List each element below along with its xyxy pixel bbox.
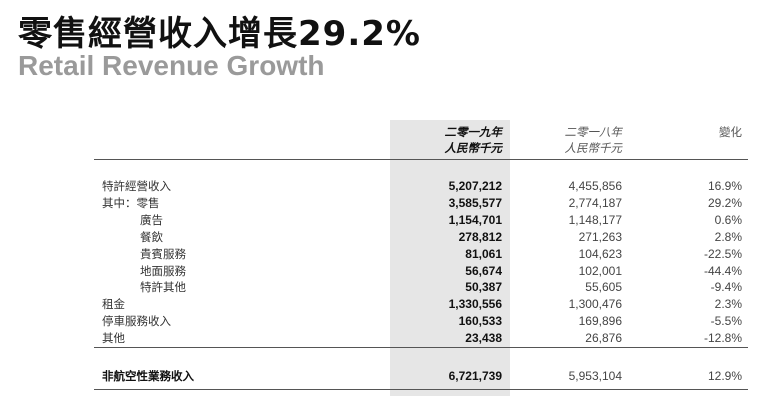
- row-label: 租金: [102, 297, 125, 312]
- value-2019: 56,674: [465, 263, 502, 278]
- value-change: -44.4%: [703, 263, 742, 278]
- header-2019-unit: 人民幣千元: [444, 141, 503, 155]
- table-row: 地面服務 56,674 102,001 -44.4%: [0, 263, 775, 279]
- total-rule: [94, 389, 748, 390]
- row-label: 其中：零售: [102, 195, 160, 210]
- table-row: 停車服務收入 160,533 169,896 -5.5%: [0, 313, 775, 329]
- table-row: 特許其他 50,387 55,605 -9.4%: [0, 279, 775, 295]
- row-label: 餐飲: [140, 229, 163, 244]
- row-label: 貴賓服務: [140, 246, 186, 261]
- value-change: 29.2%: [707, 195, 742, 210]
- table-row: 特許經營收入 5,207,212 4,455,856 16.9%: [0, 178, 775, 194]
- table-row: 貴賓服務 81,061 104,623 -22.5%: [0, 246, 775, 262]
- row-label: 地面服務: [140, 263, 186, 278]
- value-2019: 23,438: [465, 331, 502, 346]
- value-2018: 55,605: [585, 280, 622, 295]
- value-2018: 5,953,104: [568, 369, 622, 383]
- table-row: 租金 1,330,556 1,300,476 2.3%: [0, 296, 775, 312]
- value-2019: 6,721,739: [448, 369, 502, 383]
- value-2018: 2,774,187: [568, 195, 622, 210]
- value-change: -12.8%: [703, 331, 742, 346]
- value-2019: 50,387: [465, 280, 502, 295]
- table-row: 其中：零售 3,585,577 2,774,187 29.2%: [0, 195, 775, 211]
- value-2018: 271,263: [578, 229, 622, 244]
- value-change: -22.5%: [703, 246, 742, 261]
- value-2019: 5,207,212: [448, 179, 502, 193]
- page-title: 零售經營收入增長29.2%: [18, 14, 421, 54]
- highlight-column-2019: [390, 120, 510, 396]
- value-2018: 1,148,177: [568, 212, 622, 227]
- table-row: 廣告 1,154,701 1,148,177 0.6%: [0, 212, 775, 228]
- value-2019: 278,812: [458, 229, 502, 244]
- table-row-total: 非航空性業務收入 6,721,739 5,953,104 12.9%: [0, 368, 775, 384]
- value-2019: 3,585,577: [448, 195, 502, 210]
- value-change: 12.9%: [707, 369, 742, 383]
- header-rule: [94, 159, 748, 160]
- subtotal-rule: [94, 347, 748, 348]
- row-label: 其他: [102, 331, 125, 346]
- row-label: 特許經營收入: [102, 179, 171, 193]
- value-change: 0.6%: [714, 212, 742, 227]
- value-2019: 81,061: [465, 246, 502, 261]
- table-row: 其他 23,438 26,876 -12.8%: [0, 330, 775, 346]
- value-2018: 1,300,476: [568, 297, 622, 312]
- value-2019: 160,533: [458, 314, 502, 329]
- value-2019: 1,154,701: [448, 212, 502, 227]
- row-label: 停車服務收入: [102, 314, 171, 329]
- header-2019-year: 二零一九年: [444, 125, 503, 139]
- table-row: 餐飲 278,812 271,263 2.8%: [0, 229, 775, 245]
- value-change: -5.5%: [710, 314, 742, 329]
- value-2019: 1,330,556: [448, 297, 502, 312]
- row-label: 特許其他: [140, 280, 186, 295]
- row-label: 非航空性業務收入: [102, 369, 194, 383]
- header-2018-year: 二零一八年: [564, 125, 623, 139]
- value-change: 16.9%: [707, 179, 742, 193]
- page-subtitle: Retail Revenue Growth: [18, 50, 325, 81]
- value-change: 2.8%: [714, 229, 742, 244]
- header-2018-unit: 人民幣千元: [564, 141, 623, 155]
- value-2018: 104,623: [578, 246, 622, 261]
- value-2018: 4,455,856: [568, 179, 622, 193]
- value-change: -9.4%: [710, 280, 742, 295]
- value-2018: 169,896: [578, 314, 622, 329]
- value-2018: 26,876: [585, 331, 622, 346]
- row-label: 廣告: [140, 212, 163, 227]
- header-change: 變化: [719, 125, 742, 139]
- value-change: 2.3%: [714, 297, 742, 312]
- value-2018: 102,001: [578, 263, 622, 278]
